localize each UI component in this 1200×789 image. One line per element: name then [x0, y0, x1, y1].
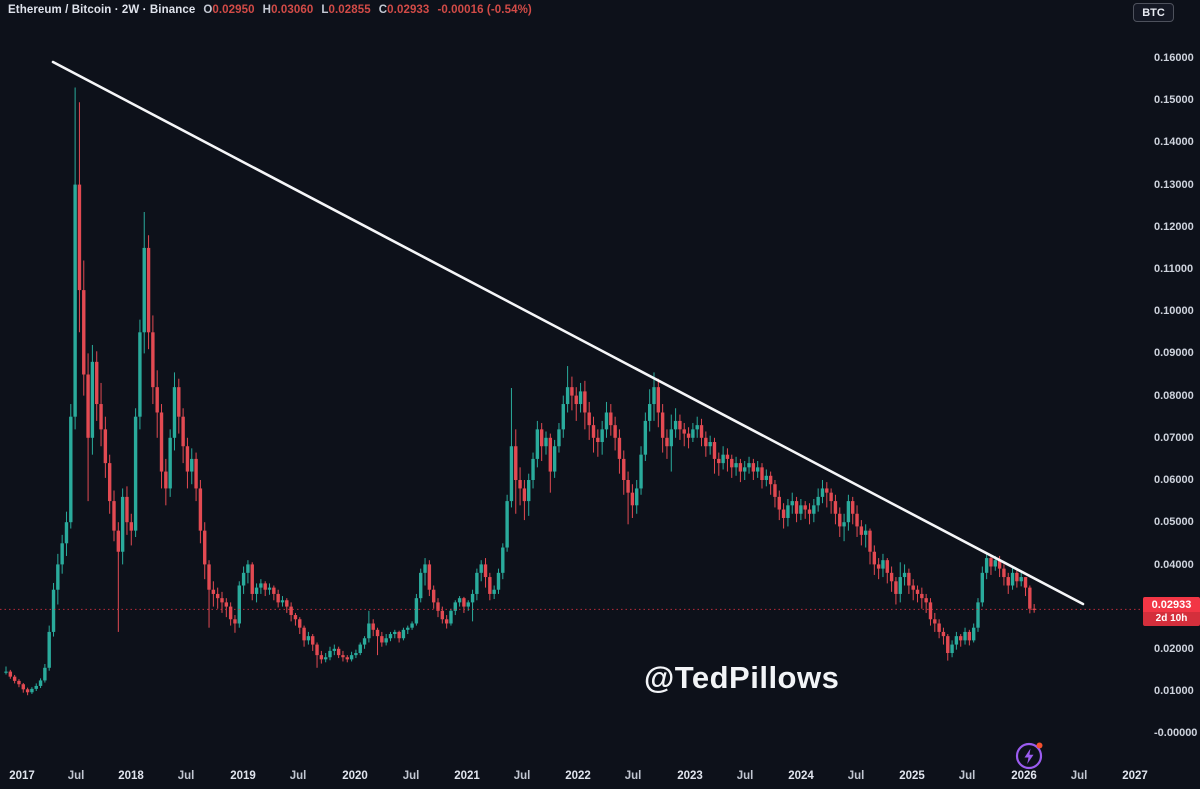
price-axis-label: 0.14000 [1154, 136, 1194, 148]
last-price-tag: 0.02933 2d 10h [1143, 597, 1200, 627]
time-axis-month-label: Jul [402, 770, 420, 782]
close-label: C [378, 4, 388, 16]
close-value: 0.02933 [387, 4, 430, 16]
price-axis-label: 0.10000 [1154, 305, 1194, 317]
watermark-handle: @TedPillows [644, 660, 840, 695]
flash-icon-circle [1015, 742, 1043, 770]
currency-toggle-btc-button[interactable]: BTC [1133, 3, 1174, 22]
time-axis-year-label: 2021 [454, 770, 480, 782]
low-label: L [321, 4, 329, 16]
open-label: O [203, 4, 213, 16]
time-axis-month-label: Jul [847, 770, 865, 782]
time-axis-year-label: 2024 [788, 770, 814, 782]
price-axis-label: 0.12000 [1154, 221, 1194, 233]
time-axis-year-label: 2022 [565, 770, 591, 782]
time-axis-year-label: 2026 [1011, 770, 1037, 782]
time-axis-year-label: 2018 [118, 770, 144, 782]
time-axis-month-label: Jul [289, 770, 307, 782]
time-axis-year-label: 2027 [1122, 770, 1148, 782]
time-axis-year-label: 2023 [677, 770, 703, 782]
time-axis[interactable]: 2017 Jul 2018 Jul 2019 Jul 2020 Jul 2021 Jul 2022 J… [0, 763, 1148, 789]
time-axis-month-label: Jul [513, 770, 531, 782]
price-axis-label: 0.01000 [1154, 685, 1194, 697]
notification-dot [1036, 742, 1043, 749]
bar-countdown: 2d 10h [1143, 612, 1200, 627]
price-axis-label: 0.15000 [1154, 94, 1194, 106]
lightning-bolt-icon [1024, 748, 1034, 764]
price-axis-label: 0.11000 [1154, 263, 1194, 275]
time-axis-month-label: Jul [67, 770, 85, 782]
time-axis-year-label: 2025 [899, 770, 925, 782]
symbol-title: Ethereum / Bitcoin · 2W · Binance [8, 4, 196, 16]
open-value: 0.02950 [212, 4, 255, 16]
time-axis-month-label: Jul [958, 770, 976, 782]
price-axis-label: 0.08000 [1154, 390, 1194, 402]
chart-legend[interactable]: Ethereum / Bitcoin · 2W · Binance O0.0295… [8, 4, 532, 16]
price-axis[interactable]: 0.16000 0.15000 0.14000 0.13000 0.12000 0.110… [1148, 0, 1200, 763]
price-axis-label: 0.07000 [1154, 432, 1194, 444]
price-axis-label: 0.05000 [1154, 516, 1194, 528]
price-axis-label: 0.06000 [1154, 474, 1194, 486]
price-axis-label: 0.02000 [1154, 643, 1194, 655]
time-axis-year-label: 2019 [230, 770, 256, 782]
price-axis-label: -0.00000 [1154, 727, 1198, 739]
high-value: 0.03060 [271, 4, 314, 16]
time-axis-year-label: 2017 [9, 770, 35, 782]
price-axis-label: 0.13000 [1154, 179, 1194, 191]
high-label: H [262, 4, 272, 16]
time-axis-year-label: 2020 [342, 770, 368, 782]
time-axis-month-label: Jul [1070, 770, 1088, 782]
time-axis-month-label: Jul [624, 770, 642, 782]
low-value: 0.02855 [328, 4, 371, 16]
candles-layer [4, 87, 1036, 696]
last-price-value: 0.02933 [1151, 599, 1192, 612]
time-axis-month-label: Jul [736, 770, 754, 782]
price-axis-label: 0.16000 [1154, 52, 1194, 64]
change-value: -0.00016 (-0.54%) [437, 4, 532, 16]
flash-icon[interactable] [1011, 738, 1047, 774]
time-axis-month-label: Jul [177, 770, 195, 782]
trendline[interactable] [51, 60, 1085, 606]
price-axis-label: 0.09000 [1154, 347, 1194, 359]
price-axis-label: 0.04000 [1154, 559, 1194, 571]
